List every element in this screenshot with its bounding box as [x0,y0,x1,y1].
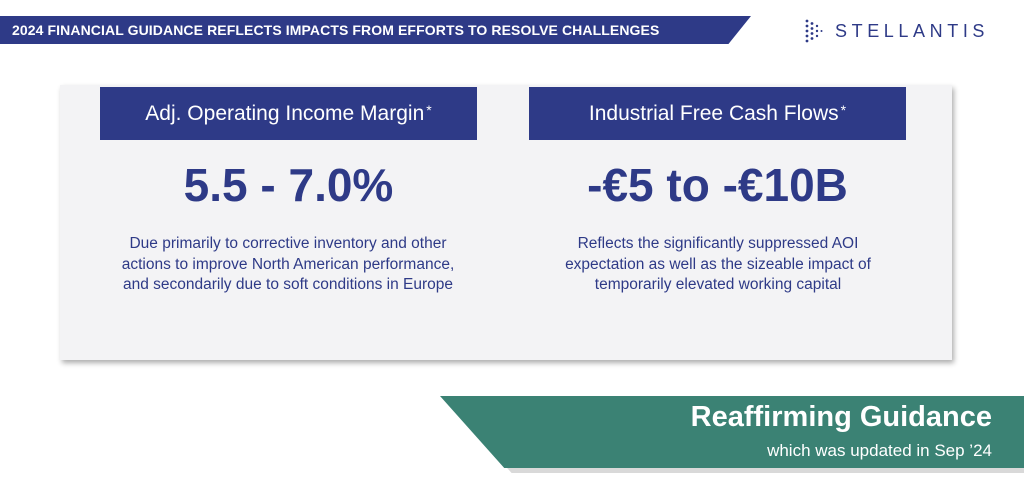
free-cash-flow-description: Reflects the significantly suppressed AO… [508,234,928,296]
free-cash-flow-heading-text: Industrial Free Cash Flows [588,101,839,125]
banner-subtitle: which was updated in Sep ’24 [767,441,992,460]
reaffirm-banner [440,396,1024,468]
stellantis-logo: STELLANTIS [803,17,989,45]
fcf-desc-line-3: temporarily elevated working capital [594,276,842,293]
banner-title: Reaffirming Guidance [690,401,992,433]
logo-wordmark: STELLANTIS [835,20,990,41]
fcf-desc-line-2: expectation as well as the sizeable impa… [565,255,871,273]
aoi-margin-footnote-mark: * [426,101,432,118]
free-cash-flow-value: -€5 to -€10B [587,159,848,211]
title-bar: 2024 FINANCIAL GUIDANCE REFLECTS IMPACTS… [0,16,751,44]
aoi-margin-heading-text: Adj. Operating Income Margin [145,101,425,125]
stellantis-logo-icon [805,19,823,43]
aoi-desc-line-2: actions to improve North American perfor… [121,255,455,273]
page-title: 2024 FINANCIAL GUIDANCE REFLECTS IMPACTS… [12,22,660,38]
aoi-margin-value: 5.5 - 7.0% [183,159,394,211]
aoi-desc-line-3: and secondarily due to soft conditions i… [122,276,454,293]
aoi-desc-line-1: Due primarily to corrective inventory an… [129,235,447,252]
free-cash-flow-footnote-mark: * [840,101,847,118]
aoi-margin-description: Due primarily to corrective inventory an… [78,234,498,296]
fcf-desc-line-1: Reflects the significantly suppressed AO… [577,235,859,252]
free-cash-flow-heading: Industrial Free Cash Flows * [529,87,906,140]
aoi-margin-heading: Adj. Operating Income Margin * [100,87,477,140]
